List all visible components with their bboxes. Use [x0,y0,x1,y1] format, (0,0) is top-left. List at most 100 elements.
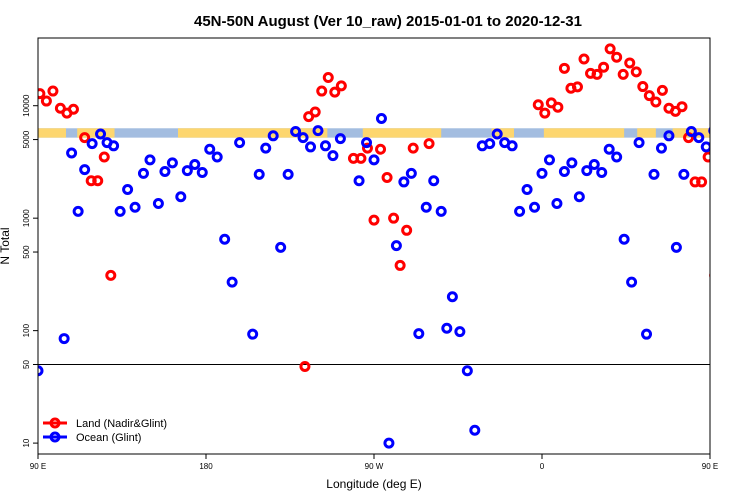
ocean-point [144,154,156,166]
ocean-point [685,125,697,137]
ocean-point [641,328,653,340]
land-point [598,61,610,73]
land-point [309,106,321,118]
land-ocean-strip [38,128,710,138]
land-point [79,132,91,144]
ocean-point [573,191,585,203]
y-axis-title: N Total [0,227,12,264]
ocean-point [122,183,134,195]
land-point [604,43,616,55]
legend-land-label: Land (Nadir&Glint) [76,418,167,430]
ocean-point [618,233,630,245]
ocean-point [543,154,555,166]
ocean-point [95,128,107,140]
ocean-point [506,140,518,152]
land-point [407,142,419,154]
ocean-point [383,437,395,449]
land-point [40,95,52,107]
x-tick-label: 180 [199,462,213,471]
ocean-point [375,112,387,124]
ocean-point [435,205,447,217]
land-point [532,99,544,111]
ocean-point [446,291,458,303]
land-point [381,171,393,183]
ocean-point [327,150,339,162]
ocean-point [226,276,238,288]
ocean-point [558,166,570,178]
y-tick-label: 500 [22,245,31,259]
ocean-point [491,128,503,140]
ocean-point [566,157,578,169]
land-point [552,101,564,113]
land-point [67,103,79,115]
land-point [92,175,104,187]
land-point [299,360,311,372]
ocean-point [368,154,380,166]
land-strip-segment [543,128,625,138]
ocean-point [247,328,259,340]
y-tick-label: 10 [22,438,31,447]
land-point [401,224,413,236]
y-tick-label: 50 [22,359,31,368]
legend-land-marker [49,417,61,429]
legend-item-land: Land (Nadir&Glint) [43,417,167,430]
ocean-point [234,137,246,149]
ocean-point [588,159,600,171]
land-point [709,272,710,279]
ocean-point [655,142,667,154]
ocean-point [469,424,481,436]
land-point [539,107,551,119]
ocean-point [353,175,365,187]
ocean-point [678,168,690,180]
land-point [98,151,110,163]
land-point [650,96,662,108]
y-tick-label: 10000 [22,94,31,117]
ocean-point [361,137,373,149]
ocean-point [521,183,533,195]
ocean-point [175,191,187,203]
legend-item-ocean: Ocean (Glint) [43,431,141,444]
ocean-point [260,142,272,154]
land-point [423,138,435,150]
ocean-point [282,168,294,180]
land-point [637,81,649,93]
x-axis-title: Longitude (deg E) [326,477,421,491]
x-tick-label: 90 E [30,462,46,471]
ocean-point [253,168,265,180]
legend-ocean-marker [49,431,61,443]
ocean-point [484,138,496,150]
land-point [558,62,570,74]
land-strip-segment [637,128,656,138]
ocean-point [114,205,126,217]
x-tick-label: 0 [540,462,545,471]
land-point [388,212,400,224]
x-tick-label: 90 W [365,462,384,471]
ocean-point [159,166,171,178]
ocean-point [290,125,302,137]
land-strip-segment [491,128,514,138]
land-point [724,153,732,161]
ocean-point [454,326,466,338]
ocean-point [319,140,331,152]
ocean-point [152,198,164,210]
ocean-point [428,175,440,187]
ocean-point [181,165,193,177]
land-point [38,88,46,100]
land-point [702,151,710,163]
land-point [375,143,387,155]
data-points [38,43,732,449]
land-strip-segment [178,128,328,138]
land-point [329,86,341,98]
ocean-point [275,241,287,253]
ocean-point [581,165,593,177]
land-point [676,101,688,113]
land-point [368,214,380,226]
ocean-point [551,198,563,210]
legend: Land (Nadir&Glint) Ocean (Glint) [43,417,167,444]
land-point [335,80,347,92]
land-point [355,152,367,164]
ocean-point [693,132,705,144]
ocean-point [529,201,541,213]
ocean-point [700,141,710,153]
ocean-point [166,157,178,169]
